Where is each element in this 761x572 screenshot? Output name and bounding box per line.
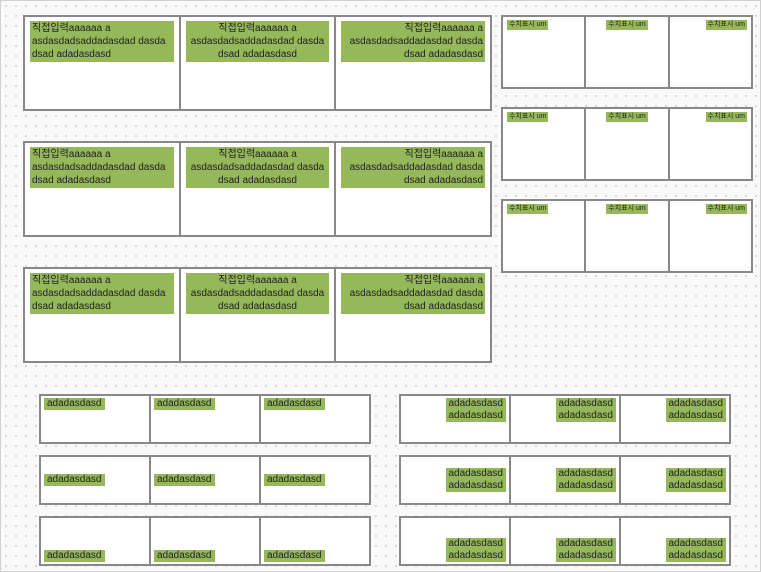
text-badge: 직접입력aaaaaa a asdasdadsaddadasdad dasda d…: [186, 147, 330, 188]
text-badge: adadasdasd: [556, 468, 617, 480]
text-badge: adadasdasd: [264, 398, 325, 410]
bot-cell[interactable]: adadasdasd: [40, 395, 150, 443]
text-badge: adadasdasd: [446, 480, 507, 492]
text-badge: 직접입력aaaaaa a asdasdadsaddadasdad dasda d…: [30, 147, 174, 188]
small-cell[interactable]: 수치표시 um: [502, 200, 585, 272]
bot-cell[interactable]: adadasdasdadadasdasd: [620, 517, 730, 565]
bot-cell[interactable]: adadasdasdadadasdasd: [620, 456, 730, 504]
bot-row: adadasdasd adadasdasd adadasdasd: [39, 516, 371, 566]
text-badge: 직접입력aaaaaa a asdasdadsaddadasdad dasda d…: [341, 147, 485, 188]
bot-row: adadasdasdadadasdasd adadasdasdadadasdas…: [399, 455, 731, 505]
text-badge: adadasdasd: [446, 538, 507, 550]
bottom-left-grid: adadasdasd adadasdasd adadasdasd adadasd…: [39, 394, 371, 572]
text-badge: adadasdasd: [44, 550, 105, 562]
bottom-right-grid: adadasdasdadadasdasd adadasdasdadadasdas…: [399, 394, 731, 572]
text-badge: adadasdasd: [556, 550, 617, 562]
small-cell[interactable]: 수치표시 um: [669, 200, 752, 272]
bot-cell[interactable]: adadasdasd: [150, 517, 260, 565]
text-badge: adadasdasd: [556, 480, 617, 492]
text-badge: 직접입력aaaaaa a asdasdadsaddadasdad dasda d…: [341, 273, 485, 314]
bot-row: adadasdasd adadasdasd adadasdasd: [39, 455, 371, 505]
bot-cell[interactable]: adadasdasd: [260, 517, 370, 565]
text-badge: 수치표시 um: [606, 204, 647, 214]
text-badge: 수치표시 um: [606, 20, 647, 30]
bot-cell[interactable]: adadasdasdadadasdasd: [400, 517, 510, 565]
design-canvas: 직접입력aaaaaa a asdasdadsaddadasdad dasda d…: [0, 0, 761, 572]
bot-cell[interactable]: adadasdasdadadasdasd: [620, 395, 730, 443]
text-badge: adadasdasd: [446, 550, 507, 562]
text-badge: adadasdasd: [264, 474, 325, 486]
text-badge: adadasdasd: [556, 538, 617, 550]
small-cell[interactable]: 수치표시 um: [585, 16, 668, 88]
big-cell[interactable]: 직접입력aaaaaa a asdasdadsaddadasdad dasda d…: [24, 16, 180, 110]
bot-cell[interactable]: adadasdasd: [150, 456, 260, 504]
small-cell[interactable]: 수치표시 um: [502, 16, 585, 88]
text-badge: 수치표시 um: [706, 204, 747, 214]
bot-cell[interactable]: adadasdasdadadasdasd: [510, 395, 620, 443]
bot-cell[interactable]: adadasdasdadadasdasd: [400, 395, 510, 443]
text-badge: 수치표시 um: [507, 204, 548, 214]
text-badge: adadasdasd: [446, 398, 507, 410]
big-cell[interactable]: 직접입력aaaaaa a asdasdadsaddadasdad dasda d…: [180, 142, 336, 236]
small-cell[interactable]: 수치표시 um: [585, 108, 668, 180]
text-badge: 직접입력aaaaaa a asdasdadsaddadasdad dasda d…: [30, 21, 174, 62]
small-cell[interactable]: 수치표시 um: [585, 200, 668, 272]
text-badge: adadasdasd: [666, 480, 727, 492]
text-badge: adadasdasd: [666, 398, 727, 410]
text-badge: adadasdasd: [44, 474, 105, 486]
text-badge: 수치표시 um: [507, 20, 548, 30]
text-badge: adadasdasd: [666, 550, 727, 562]
text-badge: adadasdasd: [154, 474, 215, 486]
text-badge: adadasdasd: [154, 550, 215, 562]
bot-cell[interactable]: adadasdasd: [150, 395, 260, 443]
bot-cell[interactable]: adadasdasd: [40, 456, 150, 504]
text-badge: adadasdasd: [666, 538, 727, 550]
text-badge: 수치표시 um: [507, 112, 548, 122]
small-grid: 수치표시 um 수치표시 um 수치표시 um 수치표시 um 수치표시 um …: [501, 15, 753, 291]
text-badge: adadasdasd: [556, 410, 617, 422]
text-badge: 직접입력aaaaaa a asdasdadsaddadasdad dasda d…: [341, 21, 485, 62]
small-cell[interactable]: 수치표시 um: [669, 16, 752, 88]
bot-row: adadasdasdadadasdasd adadasdasdadadasdas…: [399, 516, 731, 566]
text-badge: 수치표시 um: [706, 20, 747, 30]
text-badge: adadasdasd: [666, 468, 727, 480]
bot-cell[interactable]: adadasdasd: [260, 456, 370, 504]
text-badge: 직접입력aaaaaa a asdasdadsaddadasdad dasda d…: [186, 273, 330, 314]
bot-cell[interactable]: adadasdasdadadasdasd: [400, 456, 510, 504]
big-grid-row: 직접입력aaaaaa a asdasdadsaddadasdad dasda d…: [23, 15, 492, 111]
bot-row: adadasdasd adadasdasd adadasdasd: [39, 394, 371, 444]
small-cell[interactable]: 수치표시 um: [669, 108, 752, 180]
big-cell[interactable]: 직접입력aaaaaa a asdasdadsaddadasdad dasda d…: [335, 268, 491, 362]
text-badge: 수치표시 um: [606, 112, 647, 122]
text-badge: adadasdasd: [446, 410, 507, 422]
big-cell[interactable]: 직접입력aaaaaa a asdasdadsaddadasdad dasda d…: [180, 268, 336, 362]
big-grid-row: 직접입력aaaaaa a asdasdadsaddadasdad dasda d…: [23, 267, 492, 363]
bot-row: adadasdasdadadasdasd adadasdasdadadasdas…: [399, 394, 731, 444]
big-grid: 직접입력aaaaaa a asdasdadsaddadasdad dasda d…: [23, 15, 492, 393]
bot-cell[interactable]: adadasdasd: [260, 395, 370, 443]
bot-cell[interactable]: adadasdasd: [40, 517, 150, 565]
big-cell[interactable]: 직접입력aaaaaa a asdasdadsaddadasdad dasda d…: [180, 16, 336, 110]
big-cell[interactable]: 직접입력aaaaaa a asdasdadsaddadasdad dasda d…: [335, 142, 491, 236]
small-grid-row: 수치표시 um 수치표시 um 수치표시 um: [501, 15, 753, 89]
text-badge: 직접입력aaaaaa a asdasdadsaddadasdad dasda d…: [30, 273, 174, 314]
big-cell[interactable]: 직접입력aaaaaa a asdasdadsaddadasdad dasda d…: [335, 16, 491, 110]
text-badge: adadasdasd: [556, 398, 617, 410]
text-badge: adadasdasd: [666, 410, 727, 422]
bot-cell[interactable]: adadasdasdadadasdasd: [510, 456, 620, 504]
big-cell[interactable]: 직접입력aaaaaa a asdasdadsaddadasdad dasda d…: [24, 268, 180, 362]
text-badge: adadasdasd: [264, 550, 325, 562]
small-grid-row: 수치표시 um 수치표시 um 수치표시 um: [501, 107, 753, 181]
big-cell[interactable]: 직접입력aaaaaa a asdasdadsaddadasdad dasda d…: [24, 142, 180, 236]
big-grid-row: 직접입력aaaaaa a asdasdadsaddadasdad dasda d…: [23, 141, 492, 237]
text-badge: 수치표시 um: [706, 112, 747, 122]
bot-cell[interactable]: adadasdasdadadasdasd: [510, 517, 620, 565]
text-badge: adadasdasd: [44, 398, 105, 410]
text-badge: 직접입력aaaaaa a asdasdadsaddadasdad dasda d…: [186, 21, 330, 62]
text-badge: adadasdasd: [154, 398, 215, 410]
small-grid-row: 수치표시 um 수치표시 um 수치표시 um: [501, 199, 753, 273]
text-badge: adadasdasd: [446, 468, 507, 480]
small-cell[interactable]: 수치표시 um: [502, 108, 585, 180]
